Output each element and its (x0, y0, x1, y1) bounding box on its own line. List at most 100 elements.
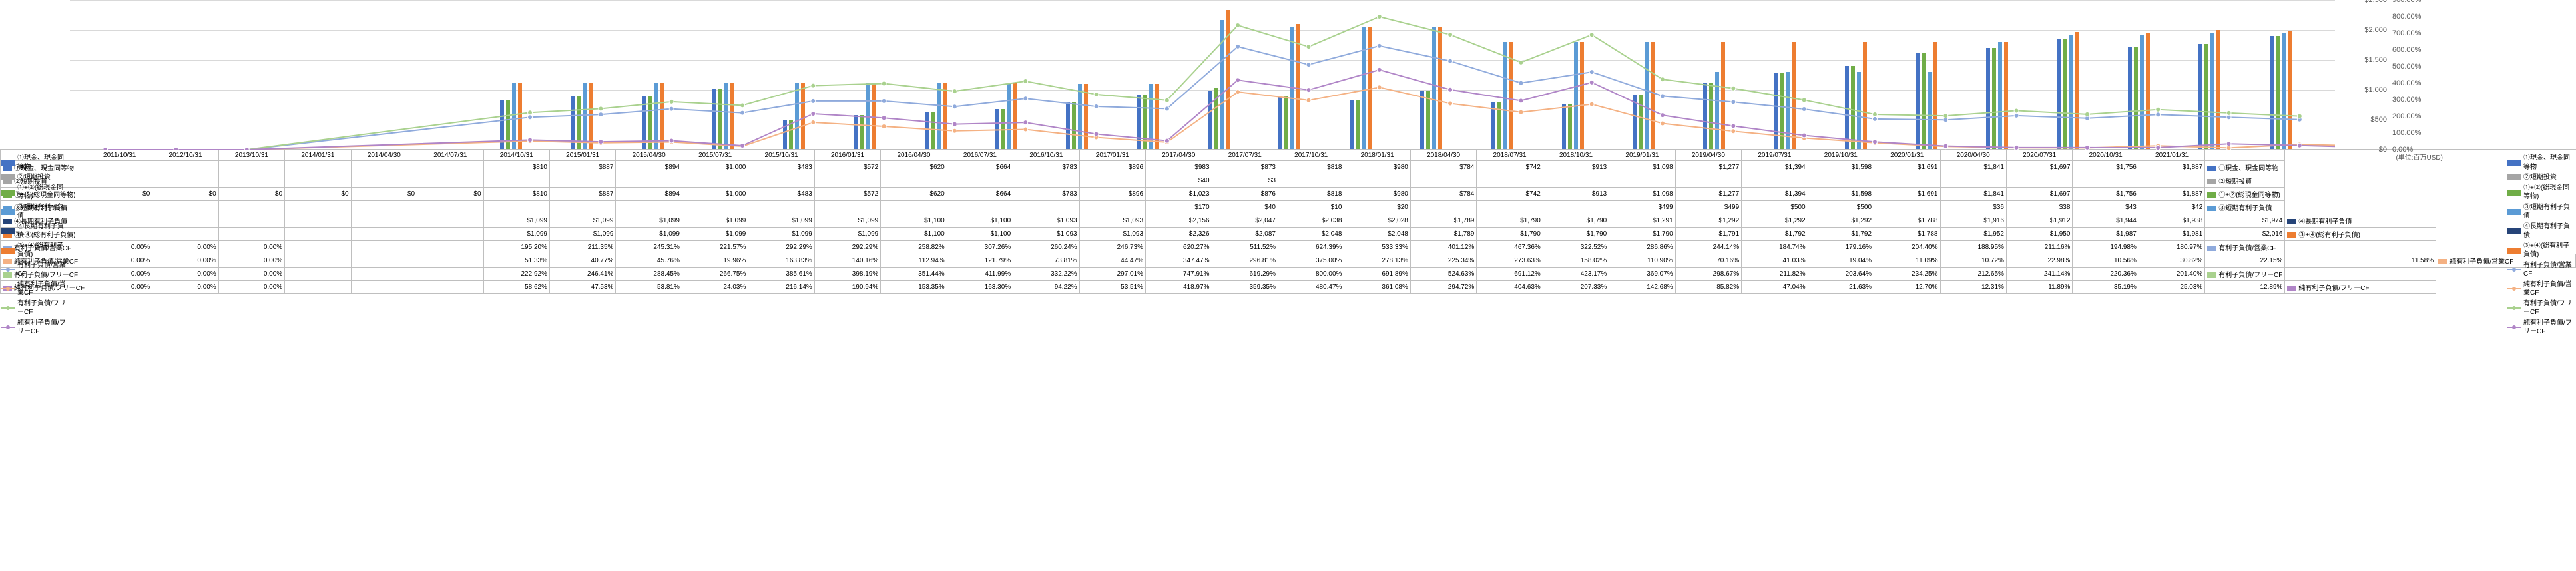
cell: $1,697 (2006, 161, 2072, 174)
bar-bar5 (1078, 84, 1082, 149)
cell: 53.81% (616, 281, 682, 294)
period-header: 2020/04/30 (1940, 150, 2006, 161)
bar-group (429, 0, 489, 149)
cell (1013, 174, 1079, 188)
cell: 286.86% (1609, 241, 1675, 254)
cell (285, 161, 351, 174)
cell: 220.36% (2073, 268, 2139, 281)
cell: $1,598 (1808, 161, 1874, 174)
cell: $742 (1477, 161, 1543, 174)
cell: $1,099 (616, 228, 682, 241)
legend-bar5: ④長期有利子負債 (2506, 222, 2576, 241)
cell: 85.82% (1675, 281, 1741, 294)
cell: 40.77% (549, 254, 615, 268)
cell: $1,916 (1940, 214, 2006, 228)
bar-group (1420, 0, 1480, 149)
cell (814, 201, 880, 214)
period-header: 2019/01/31 (1609, 150, 1675, 161)
bar-bar5 (1857, 72, 1861, 149)
cell: $1,291 (1609, 214, 1675, 228)
legend-swatch (2507, 228, 2521, 234)
cell: 24.03% (682, 281, 748, 294)
cell: 511.52% (1212, 241, 1278, 254)
cell (87, 161, 152, 174)
cell: 620.27% (1146, 241, 1212, 254)
cell: 619.29% (1212, 268, 1278, 281)
bar-bar5 (2140, 35, 2144, 149)
period-header: 2019/10/31 (1808, 150, 1874, 161)
bar-bar1 (712, 89, 716, 149)
bar-group (1208, 0, 1268, 149)
cell: $1,756 (2073, 188, 2139, 201)
bar-bar5 (1362, 27, 1366, 149)
bar-bar3 (2204, 44, 2208, 149)
cell: 222.92% (483, 268, 549, 281)
cell: 361.08% (1344, 281, 1410, 294)
bar-bar1 (500, 100, 504, 149)
bar-bar6 (660, 83, 664, 149)
cell (152, 214, 218, 228)
cell (218, 214, 284, 228)
cell: $2,326 (1146, 228, 1212, 241)
y2-tick: 400.00% (2392, 79, 2421, 87)
cell: $2,028 (1344, 214, 1410, 228)
legend-bar2: ②短期投資 (2506, 172, 2576, 183)
bar-group (1066, 0, 1126, 149)
cell (2073, 174, 2139, 188)
bar-bar5 (2069, 35, 2073, 149)
cell: $20 (1344, 201, 1410, 214)
period-header: 2020/07/31 (2006, 150, 2072, 161)
cell (285, 241, 351, 254)
cell: $1,093 (1079, 214, 1145, 228)
period-header: 2015/01/31 (549, 150, 615, 161)
cell: $0 (417, 188, 483, 201)
cell: 30.82% (2139, 254, 2204, 268)
cell: $980 (1344, 188, 1410, 201)
bar-bar3 (506, 100, 510, 149)
cell (152, 161, 218, 174)
period-header: 2016/10/31 (1013, 150, 1079, 161)
bar-bar5 (937, 83, 941, 149)
bar-bar5 (1290, 27, 1294, 149)
cell: $1,099 (616, 214, 682, 228)
bar-group (642, 0, 702, 149)
cell: 225.34% (1410, 254, 1476, 268)
cell: $664 (947, 188, 1013, 201)
cell: 480.47% (1278, 281, 1344, 294)
bar-bar6 (2075, 32, 2079, 149)
cell: $1,691 (1874, 161, 1940, 174)
y1-tick: $500 (2371, 116, 2387, 124)
bar-group (1703, 0, 1763, 149)
legend-swatch (2507, 209, 2521, 215)
cell: $40 (1212, 201, 1278, 214)
period-header: 2014/07/31 (417, 150, 483, 161)
cell: $1,099 (483, 228, 549, 241)
legend-line2: 純有利子負債/営業CF (2506, 280, 2576, 299)
cell: 404.63% (1477, 281, 1543, 294)
cell: 12.70% (1874, 281, 1940, 294)
cell: $783 (1013, 188, 1079, 201)
row-header: 有利子負債/営業CF (2205, 241, 2285, 254)
cell: 44.47% (1079, 254, 1145, 268)
period-header: 2021/01/31 (2139, 150, 2204, 161)
cell (285, 214, 351, 228)
cell: $1,841 (1940, 161, 2006, 174)
cell (285, 268, 351, 281)
cell (417, 161, 483, 174)
legend-label: 有利子負債/営業CF (2523, 261, 2575, 279)
period-header: 2014/10/31 (483, 150, 549, 161)
bar-bar5 (1149, 84, 1153, 149)
bar-bar1 (1491, 102, 1495, 149)
cell (881, 174, 947, 188)
cell: 201.40% (2139, 268, 2204, 281)
y2-tick: 500.00% (2392, 63, 2421, 71)
cell: $1,099 (682, 214, 748, 228)
cell: 153.35% (881, 281, 947, 294)
bar-bar1 (1845, 66, 1849, 149)
bar-bar1 (1420, 91, 1424, 149)
legend-label: ①現金、現金同等物 (17, 154, 69, 172)
cell (218, 161, 284, 174)
bar-bar1 (2128, 47, 2132, 149)
table-corner (2205, 150, 2285, 161)
row-header: ①+②(総現金同等物) (2205, 188, 2285, 201)
